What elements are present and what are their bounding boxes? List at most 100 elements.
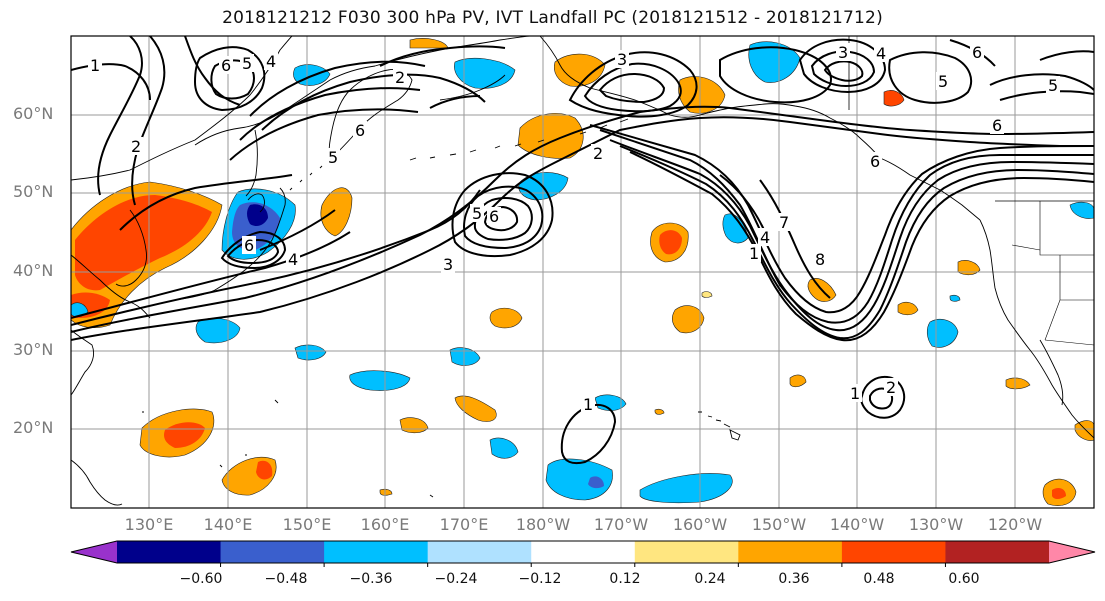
contour-label-8-gulf: 8 bbox=[815, 250, 825, 269]
lon-label-150w: 150°W bbox=[751, 515, 807, 534]
colorbar-segment bbox=[531, 541, 636, 563]
contour-nw-7 bbox=[249, 60, 426, 117]
colorbar-tick-label: −0.48 bbox=[264, 571, 308, 587]
contour-low-a bbox=[451, 172, 554, 258]
contour-label-3-pac: 3 bbox=[443, 255, 453, 274]
coast-philippines bbox=[71, 459, 123, 506]
contour-north-3 bbox=[598, 72, 666, 104]
contour-label-4: 4 bbox=[266, 52, 276, 71]
shade-negative-yukon bbox=[748, 41, 801, 83]
contour-north-8 bbox=[888, 51, 973, 104]
contour-trough-1 bbox=[599, 129, 1094, 324]
contour-label-6-gulf: 6 bbox=[870, 152, 880, 171]
colorbar-tick-label: 0.60 bbox=[948, 571, 980, 587]
coast-chukotka bbox=[374, 36, 531, 67]
shade-positive-170w-30n bbox=[701, 291, 713, 298]
shade-negative-bering bbox=[454, 57, 516, 89]
contour-4-pv bbox=[71, 231, 351, 319]
lon-label-150e: 150°E bbox=[282, 515, 332, 534]
shade-positive-155e bbox=[320, 187, 353, 237]
contour-label-4-gulf: 4 bbox=[760, 228, 770, 247]
coast-korea bbox=[115, 209, 147, 287]
colorbar-tick-label: −0.12 bbox=[518, 571, 562, 587]
lon-label-130e: 130°E bbox=[124, 515, 174, 534]
colorbar-tick-label: −0.60 bbox=[179, 571, 223, 587]
contour-trough-5 bbox=[629, 151, 1094, 342]
contour-nw-1 bbox=[71, 63, 151, 101]
shade-negative-150e-33n bbox=[195, 317, 241, 344]
graticule bbox=[71, 36, 1094, 508]
colorbar bbox=[70, 540, 1096, 567]
coast-baja bbox=[1039, 339, 1064, 406]
lon-label-130w: 130°W bbox=[908, 515, 964, 534]
coast-west-coast bbox=[979, 219, 1094, 439]
contour-label-2-east: 2 bbox=[886, 378, 896, 397]
contour-nw-3 bbox=[131, 36, 166, 206]
contour-trough-6 bbox=[759, 179, 831, 299]
contour-sub-1 bbox=[560, 404, 617, 465]
coast-islands bbox=[142, 399, 434, 498]
lat-label-60n: 60°N bbox=[13, 104, 54, 123]
colorbar-segment bbox=[324, 541, 429, 563]
contour-north-4 bbox=[719, 46, 832, 104]
contour-label-2-north: 2 bbox=[395, 68, 405, 87]
shade-negative-138w-43n bbox=[722, 213, 749, 244]
contour-1-pv bbox=[71, 116, 1094, 341]
contour-north-5 bbox=[798, 38, 887, 94]
contour-north-1 bbox=[568, 51, 698, 118]
contour-low-c bbox=[473, 197, 533, 241]
contour-nw-12 bbox=[379, 45, 506, 67]
coast-east-asia bbox=[71, 36, 293, 181]
contour-label-6: 6 bbox=[221, 56, 231, 75]
contour-label-1-sub: 1 bbox=[583, 395, 593, 414]
lon-label-120w: 120°W bbox=[987, 515, 1043, 534]
shade-positive-small-1 bbox=[654, 408, 665, 415]
shade-positive-130w-25n bbox=[1005, 377, 1031, 390]
contour-nw-13 bbox=[429, 95, 481, 109]
colorbar-segment bbox=[427, 541, 532, 563]
pv-contours bbox=[71, 36, 1094, 465]
colorbar-extend-low bbox=[71, 541, 117, 563]
coast-bering-west bbox=[439, 74, 506, 101]
contour-label-5-yk: 5 bbox=[938, 72, 948, 91]
shade-positive-171w-36n bbox=[489, 307, 523, 329]
coast-alaska bbox=[539, 36, 881, 159]
contour-label-3-yk: 3 bbox=[838, 43, 848, 62]
colorbar-extend-high bbox=[1049, 541, 1095, 563]
map-plot-area: 1 2 6 5 4 2 6 5 6 4 3 5 6 2 3 3 4 5 6 5 … bbox=[71, 36, 1094, 508]
shade-negative-151w-31n bbox=[949, 294, 961, 302]
contour-nw-10 bbox=[229, 108, 419, 161]
shade-strong-positive-east-asia bbox=[75, 195, 212, 291]
contour-sub-2 bbox=[860, 376, 906, 419]
contour-nw-9 bbox=[239, 86, 421, 141]
contour-label-4-yk: 4 bbox=[876, 44, 886, 63]
contour-label-1-east: 1 bbox=[850, 384, 860, 403]
shade-positive-aleutian bbox=[517, 113, 584, 159]
contour-north-11 bbox=[1039, 50, 1094, 61]
colorbar-segment bbox=[634, 541, 739, 563]
coast-sakhalin bbox=[245, 129, 258, 197]
border-us-mexico bbox=[1044, 339, 1094, 346]
lat-label-30n: 30°N bbox=[13, 340, 54, 359]
lat-label-40n: 40°N bbox=[13, 261, 54, 280]
contour-label-6-nw: 6 bbox=[972, 43, 982, 62]
colorbar-tick-label: 0.48 bbox=[863, 571, 895, 587]
shade-positive-130w-42n bbox=[957, 260, 981, 276]
colorbar-segment bbox=[220, 541, 325, 563]
contour-label-5-low: 5 bbox=[472, 204, 482, 223]
shade-negative-170e-29n bbox=[449, 347, 481, 366]
shade-strong-positive-165w-42n bbox=[659, 230, 682, 255]
contour-low-b bbox=[463, 185, 544, 250]
contour-label-6-japan: 6 bbox=[244, 236, 254, 255]
shade-negative-west-coast bbox=[1069, 201, 1094, 219]
border-us-states bbox=[1011, 201, 1094, 341]
contour-sub-3 bbox=[869, 387, 894, 410]
contour-north-10 bbox=[999, 90, 1094, 101]
shade-positive-120w-20n bbox=[1074, 420, 1094, 441]
contour-3-pv bbox=[71, 189, 481, 326]
lat-label-50n: 50°N bbox=[13, 182, 54, 201]
lon-label-140w: 140°W bbox=[829, 515, 885, 534]
contour-trough-2 bbox=[589, 124, 1094, 314]
shade-positive-168e-22n bbox=[454, 395, 497, 422]
contour-nw-2 bbox=[97, 36, 143, 196]
